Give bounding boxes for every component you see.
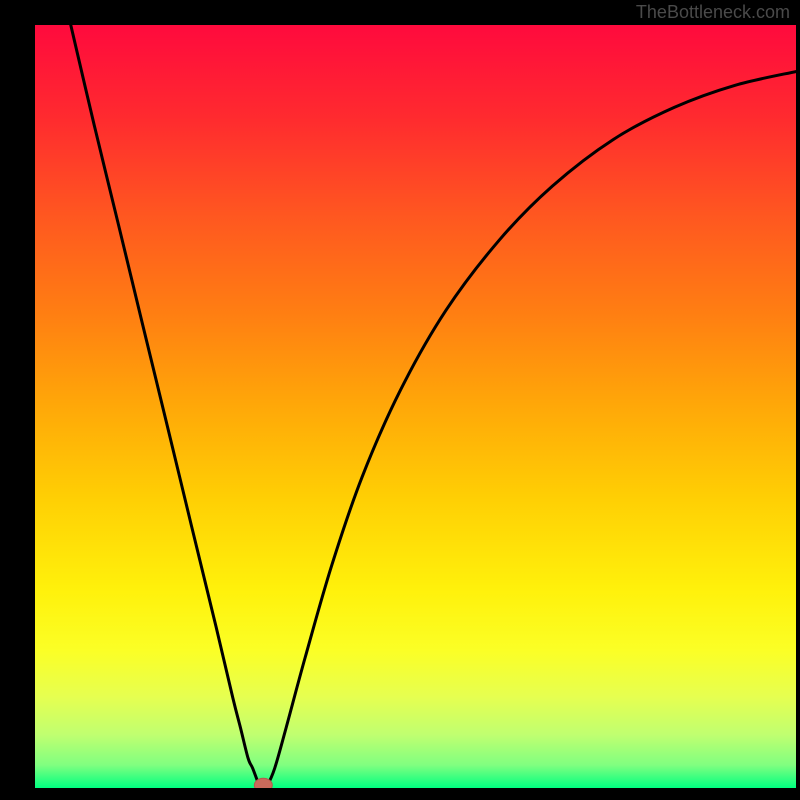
minima-marker <box>254 778 272 788</box>
plot-area <box>35 25 796 788</box>
bottleneck-curve <box>71 25 796 788</box>
attribution-label: TheBottleneck.com <box>636 2 790 23</box>
curve-overlay <box>35 25 796 788</box>
